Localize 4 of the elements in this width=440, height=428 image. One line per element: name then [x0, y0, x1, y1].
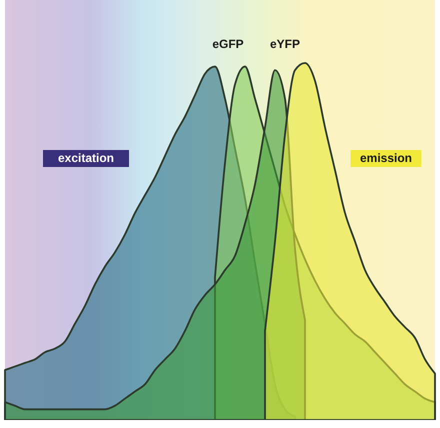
text: eGFP: [212, 37, 244, 51]
annotation: excitation: [58, 151, 114, 165]
text: eYFP: [270, 37, 300, 51]
annotation: emission: [360, 151, 412, 165]
